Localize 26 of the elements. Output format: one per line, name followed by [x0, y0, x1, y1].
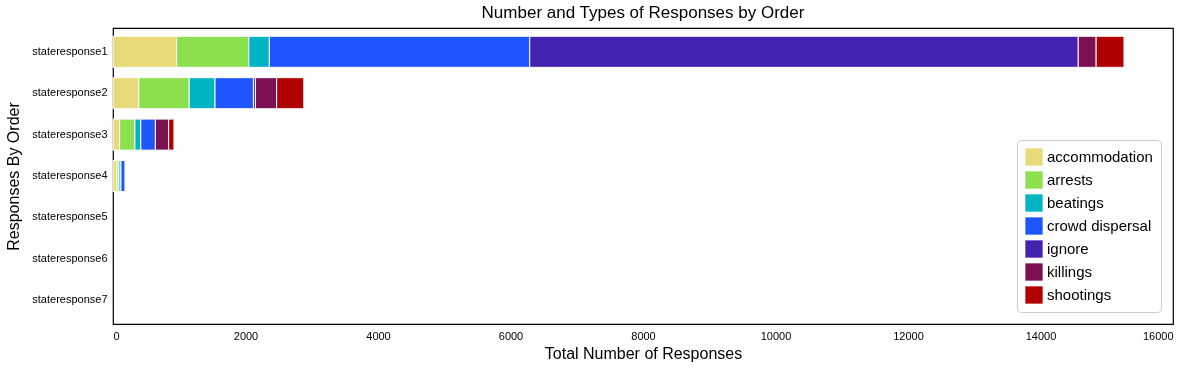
x-tick-label: 4000	[366, 329, 391, 342]
chart-title: Number and Types of Responses by Order	[481, 3, 805, 22]
x-tick-label: 8000	[631, 329, 656, 342]
y-tick-label: stateresponse3	[32, 127, 108, 140]
x-tick-label: 12000	[893, 329, 924, 342]
legend-label: arrests	[1047, 171, 1093, 188]
y-tick-label: stateresponse5	[32, 210, 108, 223]
y-tick-label: stateresponse6	[32, 251, 108, 264]
y-tick-label: stateresponse2	[32, 86, 108, 99]
y-tick-label: stateresponse7	[32, 293, 108, 306]
x-tick-label: 16000	[1142, 329, 1174, 342]
legend-label: killings	[1047, 263, 1093, 280]
x-tick-label: 14000	[1025, 329, 1057, 342]
y-axis-title: Responses By Order	[5, 101, 23, 251]
x-tick-label: 0	[113, 329, 120, 342]
y-tick-label: stateresponse4	[32, 169, 108, 181]
x-tick-label: 2000	[233, 329, 259, 342]
legend-label: crowd dispersal	[1047, 217, 1152, 234]
x-axis-title: Total Number of Responses	[544, 344, 743, 362]
legend-label: shootings	[1047, 286, 1112, 303]
x-tick-label: 6000	[498, 329, 524, 342]
legend-label: accommodation	[1047, 148, 1153, 165]
legend-label: ignore	[1047, 240, 1089, 257]
y-tick-label: stateresponse1	[32, 44, 108, 57]
x-tick-label: 10000	[760, 329, 792, 342]
legend-label: beatings	[1047, 194, 1104, 211]
